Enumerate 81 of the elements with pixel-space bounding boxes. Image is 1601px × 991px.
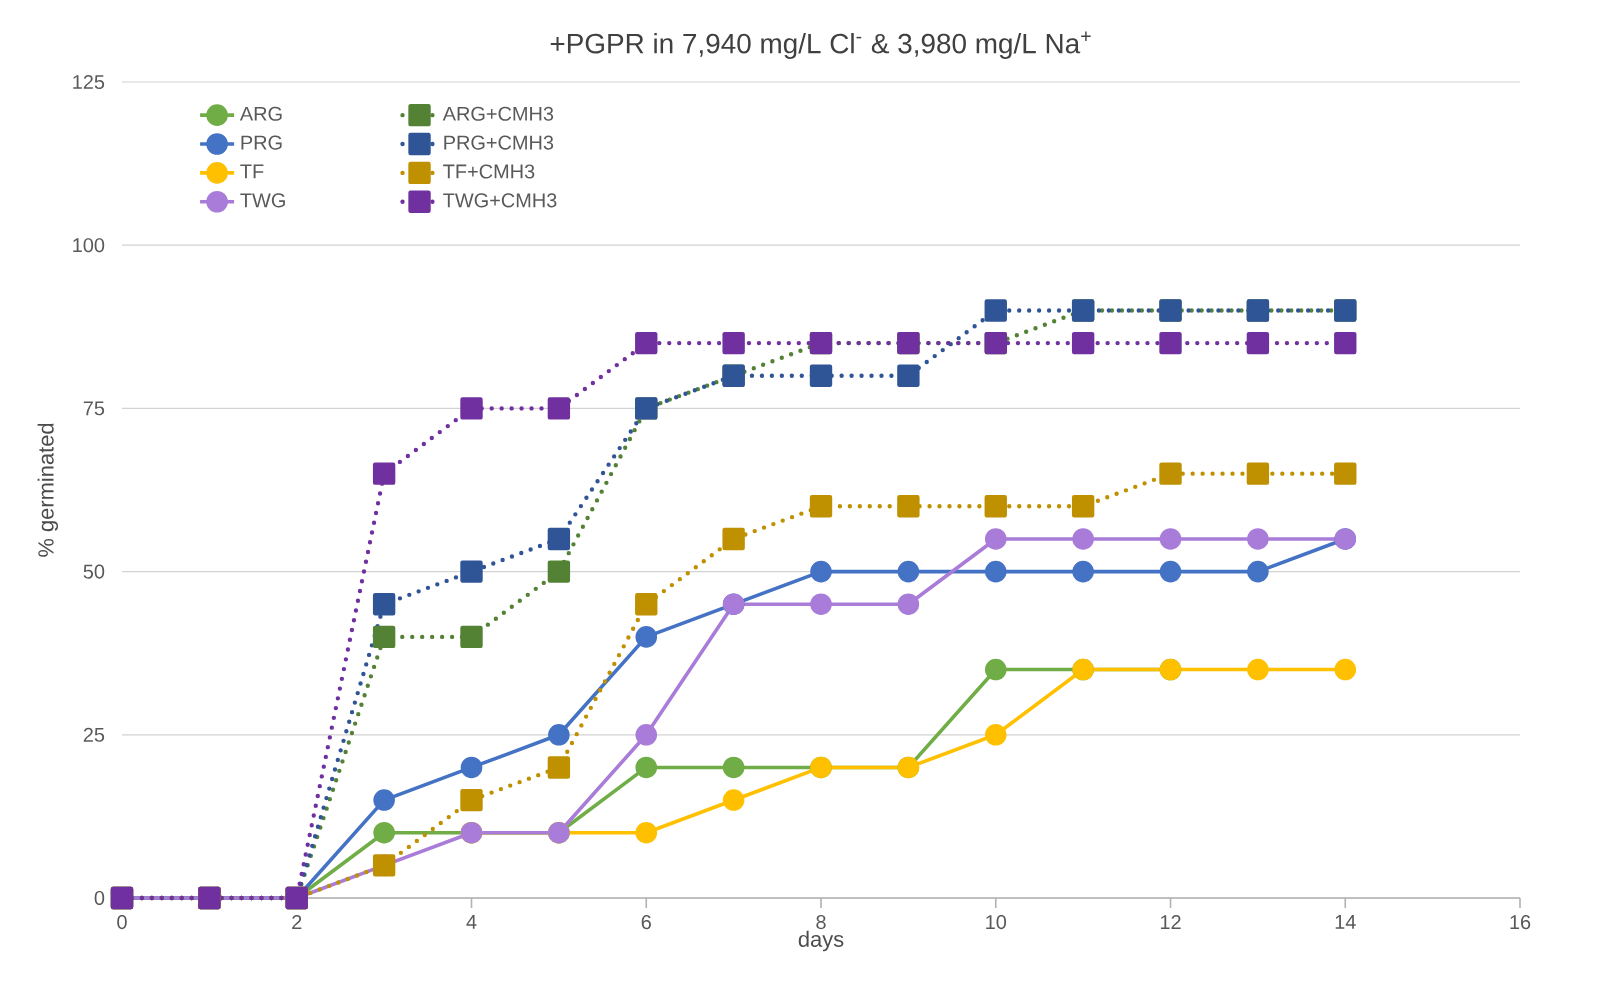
x-tick-label: 6 [641, 915, 651, 930]
point [635, 626, 658, 648]
point [984, 658, 1007, 681]
legend-label: PRG+CMH3 [444, 135, 554, 150]
legend-label: TF+CMH3 [443, 164, 535, 179]
point [460, 560, 483, 583]
point [722, 527, 745, 551]
point [984, 560, 1007, 583]
y-tick-label: 25 [83, 727, 105, 742]
y-axis-title: % germinated [37, 423, 59, 557]
point [460, 788, 483, 812]
point [547, 397, 571, 420]
point [635, 331, 658, 355]
point [1247, 560, 1269, 583]
point [635, 756, 658, 779]
chart-title: +PGPR in 7,940 mg/L Cl$^{-}$ & 3,980 mg/L Na$^{+}$ [550, 31, 1091, 59]
point [809, 364, 833, 387]
y-tick-label: 0 [94, 890, 105, 906]
point [984, 724, 1007, 746]
point [897, 364, 920, 387]
point [897, 593, 920, 616]
point [547, 527, 571, 551]
point [460, 397, 483, 420]
point [635, 821, 658, 844]
point [373, 789, 395, 811]
point [1247, 658, 1269, 681]
point [1072, 528, 1094, 550]
x-tick-label: 4 [466, 915, 477, 929]
point [1334, 658, 1357, 681]
x-tick-label: 12 [1160, 915, 1181, 929]
point [460, 625, 483, 649]
y-tick-label: 100 [73, 238, 105, 253]
legend-label: TF [240, 164, 264, 179]
x-tick-label: 16 [1510, 915, 1531, 930]
point [984, 299, 1007, 322]
point [1334, 331, 1357, 355]
point [722, 331, 745, 355]
x-tick-label: 10 [986, 915, 1007, 930]
point [635, 593, 658, 616]
point [1072, 560, 1094, 583]
point [1247, 528, 1269, 550]
point [372, 625, 396, 649]
x-tick-label: 8 [816, 915, 826, 930]
point [1159, 462, 1182, 485]
x-tick-label: 14 [1335, 915, 1356, 929]
point [809, 495, 833, 518]
y-tick-label: 50 [83, 564, 105, 579]
point [460, 756, 483, 779]
point [810, 560, 832, 583]
point [810, 593, 832, 616]
point [635, 724, 658, 746]
point [984, 495, 1007, 518]
legend-label: ARG+CMH3 [442, 106, 554, 121]
legend-label: ARG [239, 106, 282, 121]
point [722, 756, 745, 779]
point [897, 495, 920, 518]
x-tick-label: 2 [292, 915, 302, 929]
legend-label: PRG [241, 135, 282, 150]
point [1071, 331, 1095, 355]
point [1159, 331, 1182, 355]
point [372, 462, 396, 485]
point [984, 528, 1007, 550]
point [1246, 462, 1270, 485]
x-axis-title: days [798, 930, 844, 952]
point [372, 593, 396, 616]
y-tick-label: 75 [83, 401, 105, 416]
point [547, 756, 571, 779]
point [1159, 528, 1182, 550]
point [373, 821, 395, 844]
point [1334, 462, 1357, 485]
point [1071, 495, 1095, 518]
point [1246, 331, 1270, 355]
point [548, 724, 570, 746]
x-tick-label: 0 [117, 915, 127, 930]
point [547, 560, 571, 583]
point [722, 789, 745, 811]
legend-label: TWG+CMH3 [443, 193, 557, 208]
point [897, 560, 920, 583]
legend-label: TWG [240, 193, 285, 208]
point [1159, 560, 1182, 583]
y-tick-label: 125 [73, 74, 105, 90]
